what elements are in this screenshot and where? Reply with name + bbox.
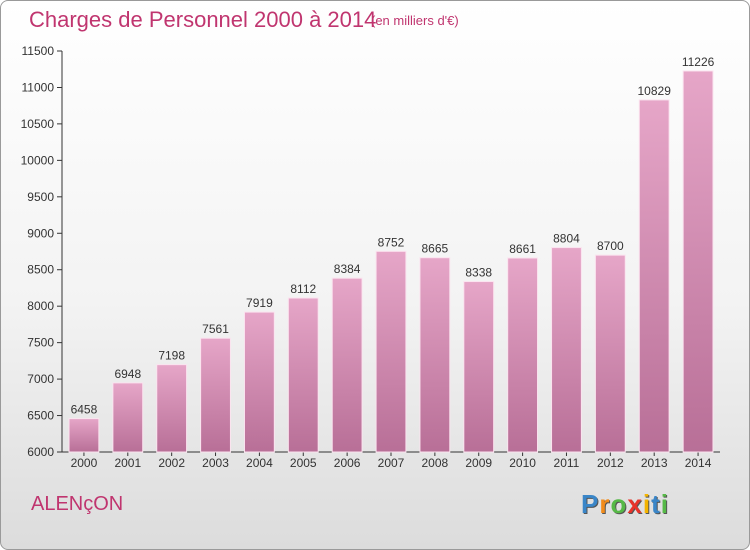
value-label: 10829 bbox=[638, 84, 672, 98]
bar-2004 bbox=[243, 311, 275, 453]
city-name: ALENçON bbox=[31, 493, 124, 515]
x-tick-label: 2008 bbox=[422, 456, 449, 470]
bar-2012 bbox=[594, 254, 626, 453]
value-labels: 6458 6948 7198 7561 7919 8112 8384 8752 8665 8338… bbox=[71, 55, 715, 417]
value-label: 8752 bbox=[378, 235, 405, 249]
proxiti-logo: Proxiti bbox=[581, 489, 669, 520]
x-tick-label: 2001 bbox=[114, 456, 141, 470]
value-label: 11226 bbox=[682, 55, 715, 69]
logo-letter: P bbox=[581, 489, 600, 519]
x-tick-label: 2012 bbox=[597, 456, 624, 470]
x-tick-label: 2006 bbox=[334, 456, 361, 470]
bar-2002 bbox=[156, 364, 188, 453]
x-tick-label: 2014 bbox=[685, 456, 712, 470]
logo-letter: i bbox=[642, 489, 652, 519]
logo-letter: x bbox=[627, 489, 643, 519]
y-tick-label: 6000 bbox=[27, 445, 54, 459]
y-tick-label: 8000 bbox=[27, 299, 54, 313]
bar-2006 bbox=[331, 277, 363, 453]
bar-2009 bbox=[463, 281, 495, 453]
x-tick-label: 2000 bbox=[71, 456, 98, 470]
value-label: 7561 bbox=[202, 322, 229, 336]
value-label: 8661 bbox=[509, 242, 536, 256]
bar-2003 bbox=[200, 337, 231, 453]
value-label: 8112 bbox=[290, 282, 316, 296]
x-tick-label: 2007 bbox=[378, 456, 405, 470]
value-label: 7198 bbox=[158, 349, 185, 363]
y-tick-label: 11000 bbox=[22, 80, 55, 94]
x-tick-label: 2005 bbox=[290, 456, 317, 470]
y-tick-label: 8500 bbox=[27, 263, 54, 277]
x-tick-label: 2009 bbox=[465, 456, 492, 470]
bar-2008 bbox=[419, 257, 451, 453]
x-tick-label: 2002 bbox=[158, 456, 185, 470]
logo-letter: t bbox=[651, 489, 661, 519]
y-tick-label: 11500 bbox=[22, 44, 55, 58]
value-label: 6458 bbox=[71, 403, 98, 417]
y-tick-label: 10500 bbox=[21, 117, 55, 131]
bar-2011 bbox=[551, 247, 582, 453]
logo-letter: o bbox=[610, 489, 628, 519]
bar-2013 bbox=[638, 99, 670, 453]
bar-2010 bbox=[507, 257, 539, 453]
axes: 6000 6500 7000 7500 8000 8500 9000 9500 10000 105… bbox=[21, 44, 720, 470]
value-label: 8338 bbox=[465, 266, 492, 280]
y-tick-label: 9500 bbox=[27, 190, 54, 204]
y-tick-label: 6500 bbox=[27, 409, 54, 423]
chart-title: Charges de Personnel 2000 à 2014 bbox=[29, 7, 377, 32]
bar-2007 bbox=[375, 250, 407, 453]
bar-2005 bbox=[287, 297, 319, 453]
bars bbox=[68, 70, 714, 453]
bar-2000 bbox=[68, 418, 100, 453]
bar-2014 bbox=[682, 70, 714, 453]
value-label: 6948 bbox=[114, 367, 141, 381]
y-tick-label: 9000 bbox=[27, 226, 54, 240]
x-tick-label: 2004 bbox=[246, 456, 273, 470]
value-label: 8384 bbox=[334, 262, 361, 276]
x-tick-label: 2010 bbox=[509, 456, 536, 470]
bar-2001 bbox=[112, 382, 144, 453]
logo-letter: i bbox=[660, 489, 669, 519]
y-tick-label: 7500 bbox=[27, 336, 54, 350]
value-label: 8804 bbox=[553, 232, 580, 246]
logo-letter: r bbox=[599, 489, 611, 519]
value-label: 7919 bbox=[246, 296, 273, 310]
value-label: 8700 bbox=[597, 239, 624, 253]
value-label: 8665 bbox=[422, 242, 449, 256]
x-tick-label: 2013 bbox=[641, 456, 668, 470]
x-tick-label: 2003 bbox=[202, 456, 229, 470]
y-tick-label: 10000 bbox=[21, 153, 55, 167]
y-tick-label: 7000 bbox=[27, 372, 54, 386]
x-tick-label: 2011 bbox=[554, 456, 580, 470]
chart-subtitle: (en milliers d'€) bbox=[371, 13, 459, 28]
